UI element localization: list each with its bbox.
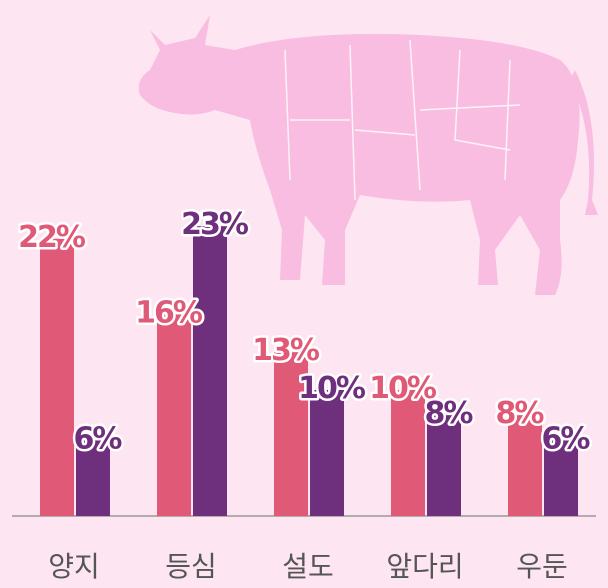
bar [157,314,191,516]
data-label: 6% [74,421,123,456]
x-tick-label: 앞다리 [386,550,463,583]
data-label: 22% [18,220,86,255]
data-label: 8% [496,396,545,431]
x-tick-label: 등심 [165,550,217,583]
x-tick-label: 설도 [282,550,334,583]
cow-cut-lines [284,39,521,201]
bar [76,440,110,516]
bar [274,352,308,516]
data-label: 6% [542,421,591,456]
bar [544,440,578,516]
bar [427,415,461,516]
x-tick-label: 양지 [48,550,100,583]
bar [508,415,542,516]
x-tick-label: 우둔 [516,550,568,583]
bar [193,226,227,516]
data-label: 23% [181,207,249,242]
bar [40,238,74,517]
bar [391,390,425,516]
data-label: 10% [298,371,366,406]
data-label: 8% [425,396,474,431]
cow-illustration [138,15,598,295]
data-label: 16% [135,295,203,330]
bar [310,390,344,516]
data-label: 13% [252,333,320,368]
data-label: 10% [369,371,437,406]
